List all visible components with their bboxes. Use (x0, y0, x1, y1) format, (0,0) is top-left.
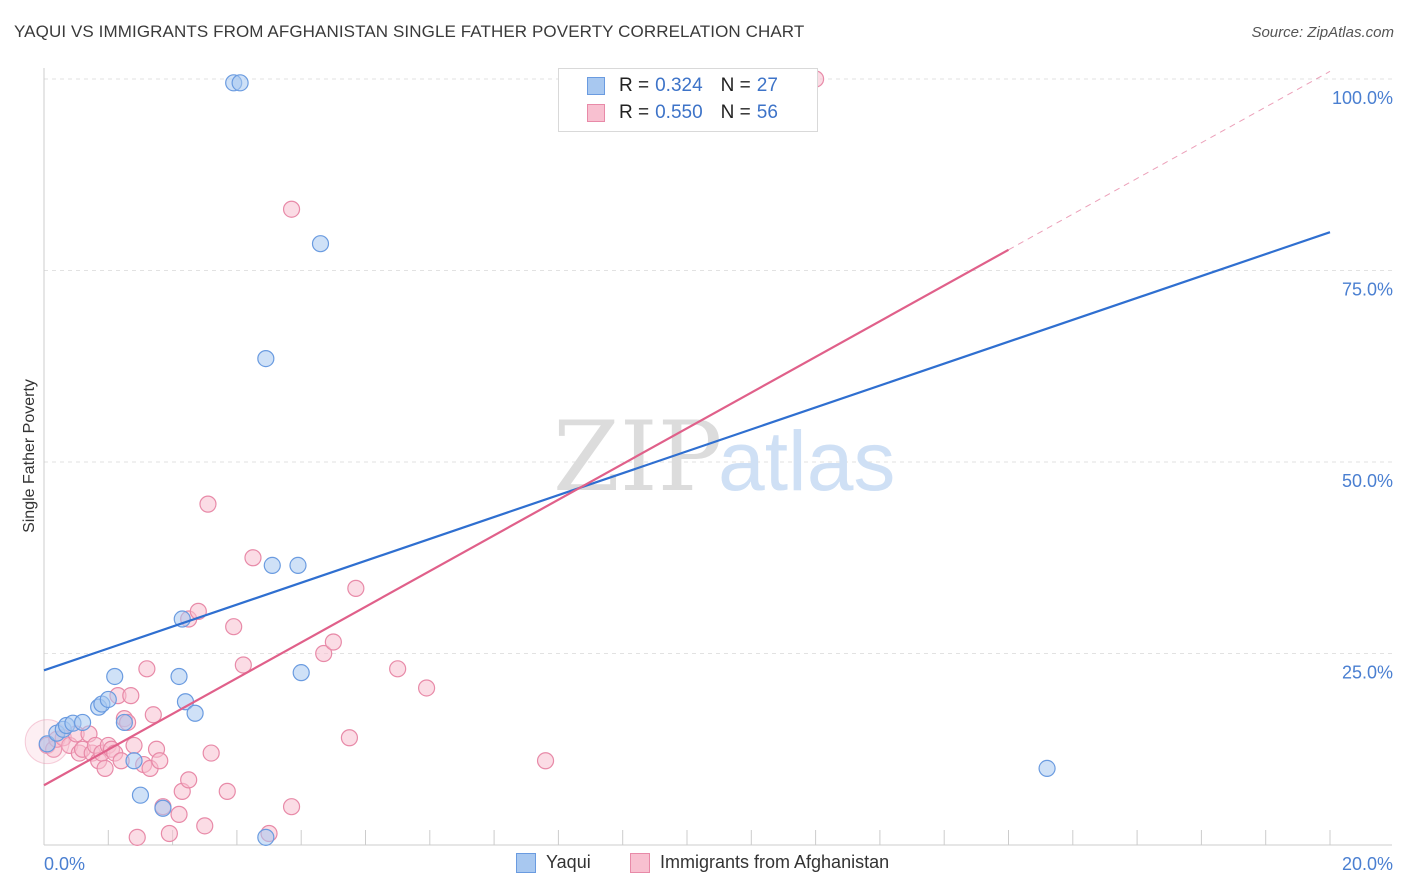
afghanistan-point (196, 817, 214, 835)
y-tick-label: 100.0% (1332, 88, 1393, 108)
afghanistan-point (389, 660, 407, 678)
yaqui-point (263, 556, 281, 575)
afghanistan-point (417, 679, 436, 697)
yaqui-point (125, 752, 143, 770)
afghanistan-point (170, 805, 188, 823)
yaqui-point (170, 667, 188, 686)
afghanistan-point (244, 549, 262, 567)
legend-swatch-afghanistan (630, 852, 650, 873)
yaqui-point (106, 667, 124, 686)
y-tick-labels: 25.0% 50.0% 75.0% 100.0% (1332, 88, 1393, 683)
afghanistan-point (315, 644, 333, 663)
watermark-atlas: atlas (718, 414, 895, 508)
afghanistan-point (160, 824, 178, 843)
legend-r-value: 0.550 (655, 102, 703, 123)
afghanistan-point (282, 200, 301, 218)
legend-n-label: N = (720, 75, 751, 96)
y-tick-label: 75.0% (1342, 280, 1393, 300)
legend-label-yaqui: Yaqui (546, 852, 591, 872)
afghanistan-point (199, 495, 217, 513)
yaqui-point (38, 735, 56, 753)
legend-item-yaqui: Yaqui (516, 852, 591, 873)
yaqui-point (289, 556, 307, 575)
legend-label-afghanistan: Immigrants from Afghanistan (660, 852, 890, 872)
afghanistan-point (536, 752, 555, 770)
chart-title: YAQUI VS IMMIGRANTS FROM AFGHANISTAN SIN… (14, 22, 805, 41)
yaqui-point (99, 690, 117, 709)
afghanistan-point (125, 736, 143, 755)
legend-row-afghanistan: R = 0.550 N = 56 (587, 100, 778, 126)
legend-swatch-afghanistan (587, 104, 605, 122)
correlation-legend: R = 0.324 N = 27 R = 0.550 N = 56 (558, 68, 818, 132)
legend-swatch-yaqui (516, 852, 536, 873)
series-yaqui-points (38, 74, 1056, 846)
legend-n-value: 56 (756, 102, 778, 123)
gridlines (44, 78, 1392, 654)
yaqui-point (257, 349, 275, 368)
yaqui-point (1038, 759, 1056, 778)
yaqui-point (186, 704, 204, 722)
y-axis-label: Single Father Poverty (21, 379, 38, 533)
yaqui-point (231, 74, 249, 92)
yaqui-point (131, 786, 150, 804)
afghanistan-point (340, 729, 359, 747)
watermark: ZIP atlas (553, 401, 895, 513)
afghanistan-point (151, 752, 169, 770)
trend-lines (43, 70, 1331, 787)
watermark-zip: ZIP (553, 401, 722, 513)
trend-line-afghanistan-extension (1008, 70, 1331, 251)
legend-item-afghanistan: Immigrants from Afghanistan (630, 852, 889, 873)
trend-line-afghanistan (43, 248, 1010, 787)
afghanistan-point (128, 828, 146, 846)
legend-n-value: 27 (756, 75, 778, 96)
source-label: Source: ZipAtlas.com (1251, 24, 1394, 41)
y-tick-label: 50.0% (1342, 471, 1393, 491)
yaqui-point (154, 799, 172, 817)
legend-row-yaqui: R = 0.324 N = 27 (587, 73, 778, 99)
x-tick-label: 0.0% (44, 854, 85, 874)
yaqui-point (311, 235, 330, 253)
afghanistan-point (180, 771, 198, 789)
y-tick-label: 25.0% (1342, 663, 1393, 683)
afghanistan-point (138, 660, 156, 678)
x-tick-label: 20.0% (1342, 854, 1393, 874)
legend-r-label: R = (619, 102, 650, 123)
afghanistan-point (202, 744, 220, 762)
series-legend: Yaqui Immigrants from Afghanistan (0, 852, 1406, 878)
legend-r-label: R = (619, 75, 650, 96)
yaqui-point (73, 713, 92, 732)
yaqui-point (257, 828, 275, 846)
afghanistan-point (324, 633, 342, 651)
afghanistan-point (96, 759, 114, 778)
trend-line-yaqui (43, 231, 1331, 672)
afghanistan-point (282, 798, 301, 816)
afghanistan-point (234, 656, 252, 674)
legend-swatch-yaqui (587, 77, 605, 95)
legend-n-label: N = (720, 102, 751, 123)
afghanistan-point (225, 618, 243, 636)
afghanistan-point (218, 782, 236, 800)
legend-r-value: 0.324 (655, 75, 703, 96)
x-tick-labels: 0.0% 20.0% (44, 854, 1393, 874)
yaqui-point (292, 664, 310, 682)
afghanistan-point (144, 706, 162, 724)
yaqui-point (115, 713, 133, 732)
afghanistan-point (347, 579, 365, 597)
afghanistan-point (122, 687, 140, 705)
